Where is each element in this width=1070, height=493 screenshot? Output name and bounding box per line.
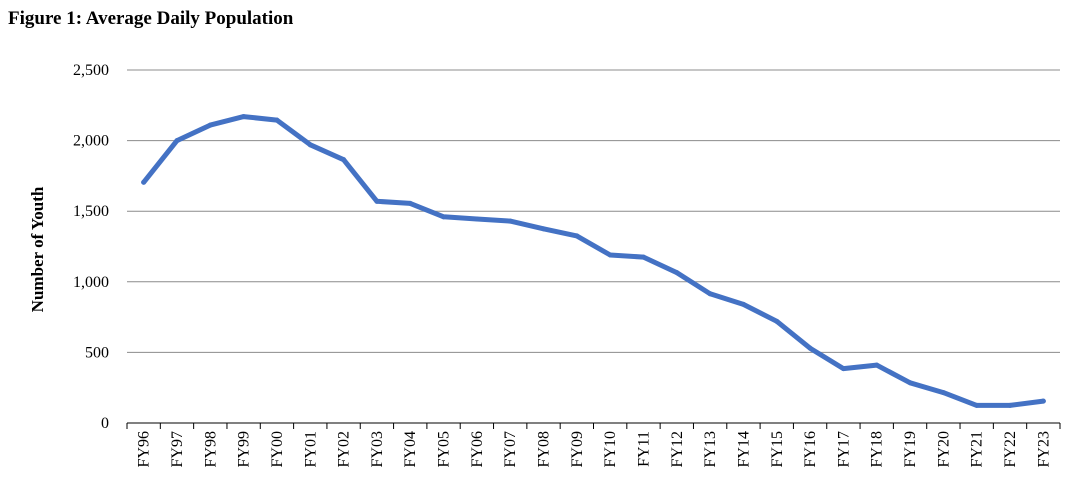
data-point [474,216,480,222]
x-tick-label: FY20 [935,431,952,467]
x-tick-label: FY17 [835,431,852,467]
x-tick-label: FY97 [169,431,186,467]
x-tick-label: FY10 [602,431,619,467]
data-point [940,390,946,396]
x-axis-ticks: FY96 FY97 FY98 FY99 FY00 FY01 FY02 FY03 FY04 FY05… [126,423,1061,467]
y-tick-label: 2,000 [73,133,109,150]
data-point [374,198,380,204]
x-tick-label: FY02 [336,431,353,467]
data-point [207,122,213,128]
x-tick-label: FY16 [802,431,819,467]
data-point [774,318,780,324]
x-tick-label: FY03 [369,431,386,467]
x-tick-label: FY13 [702,431,719,467]
x-tick-label: FY05 [436,431,453,467]
x-tick-label: FY06 [469,431,486,467]
chart-title: Figure 1: Average Daily Population [8,8,294,29]
y-tick-label: 1,000 [73,274,109,291]
x-tick-label: FY12 [669,431,686,467]
data-point [541,226,547,232]
data-point [974,402,980,408]
series-layer [141,114,1046,408]
x-tick-label: FY07 [502,431,519,467]
x-tick-label: FY99 [236,431,253,467]
data-point [174,138,180,144]
x-tick-label: FY18 [869,431,886,467]
data-point [807,345,813,351]
series-line [141,114,1046,408]
data-point [707,291,713,297]
data-point [840,366,846,372]
data-point [607,252,613,258]
y-tick-label: 2,500 [73,62,109,79]
x-tick-label: FY01 [302,431,319,467]
data-point [407,200,413,206]
y-tick-label: 0 [101,415,109,432]
x-tick-label: FY19 [902,431,919,467]
x-tick-label: FY04 [402,431,419,467]
y-axis-title: Number of Youth [28,186,47,312]
x-tick-label: FY08 [536,431,553,467]
data-point [640,254,646,260]
data-point [1007,402,1013,408]
data-point [907,380,913,386]
x-tick-label: FY23 [1035,431,1052,467]
x-tick-label: FY14 [735,431,752,467]
x-tick-label: FY11 [635,431,652,467]
x-tick-label: FY22 [1002,431,1019,467]
data-point [307,142,313,148]
data-point [507,218,513,224]
y-tick-label: 500 [85,344,109,361]
x-tick-label: FY00 [269,431,286,467]
data-point [274,117,280,123]
data-point [740,301,746,307]
x-tick-label: FY15 [769,431,786,467]
data-point [441,214,447,220]
data-point [574,233,580,239]
y-axis-ticks: 0 500 1,000 1,500 2,000 2,500 [73,62,109,432]
x-tick-label: FY09 [569,431,586,467]
y-tick-label: 1,500 [73,203,109,220]
data-point [141,179,147,185]
x-tick-label: FY96 [136,431,153,467]
x-tick-label: FY98 [202,431,219,467]
data-point [241,114,247,120]
data-point [1040,398,1046,404]
data-point [874,362,880,368]
data-point [674,270,680,276]
data-point [341,157,347,163]
x-tick-label: FY21 [969,431,986,467]
